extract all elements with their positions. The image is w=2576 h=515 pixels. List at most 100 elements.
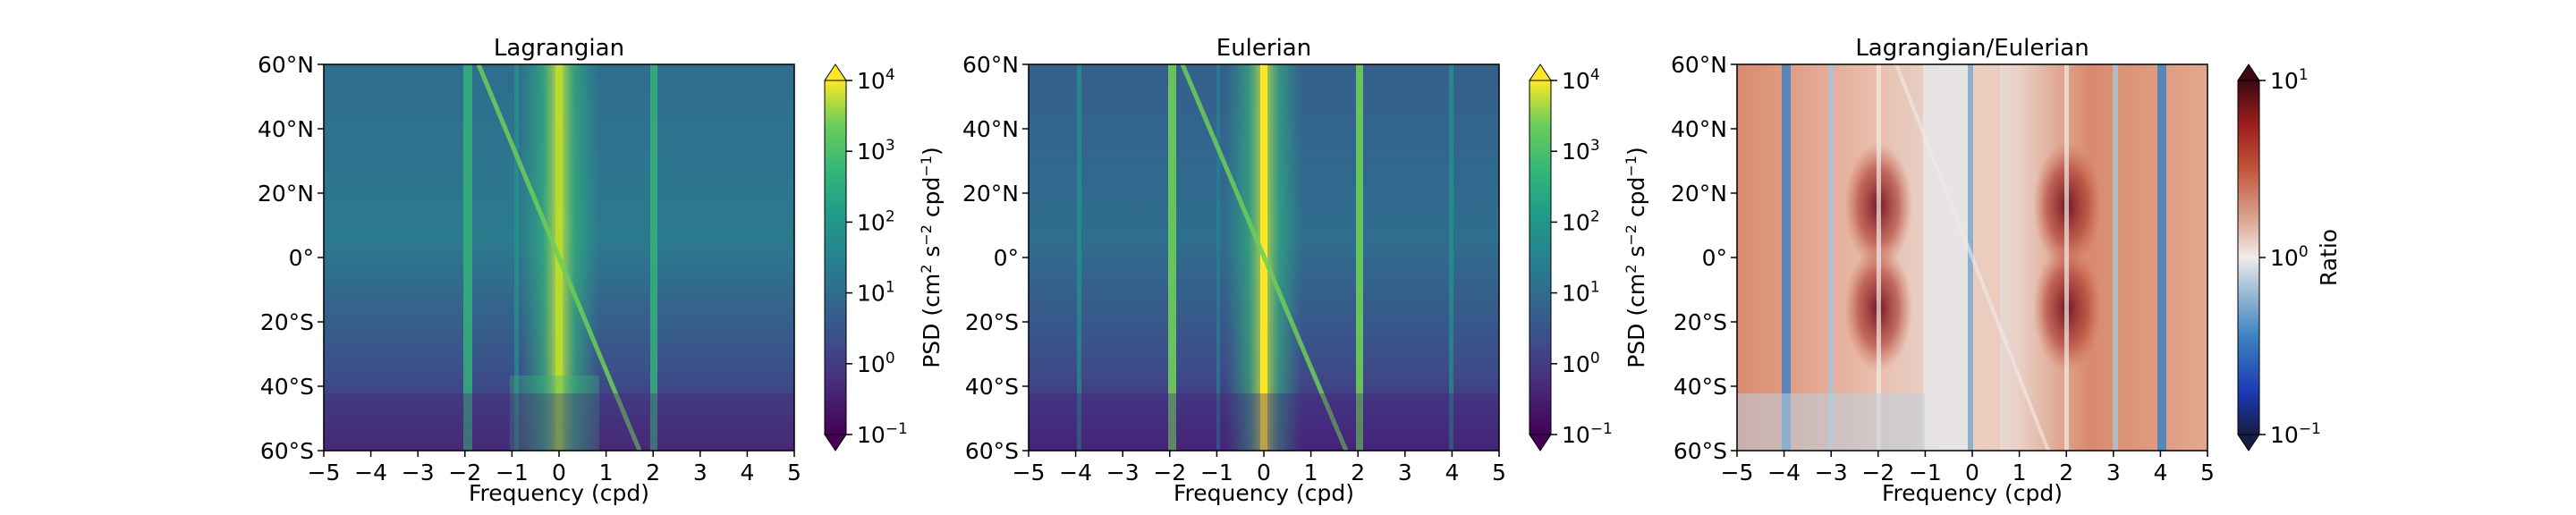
x-tick-label: 5 bbox=[787, 460, 801, 485]
colorbar-extend-bottom bbox=[1529, 434, 1552, 452]
x-tick-label: 4 bbox=[1445, 460, 1459, 485]
x-tick-label: −1 bbox=[1200, 460, 1233, 485]
colorbar-extend-bottom bbox=[2237, 434, 2260, 452]
y-tick-label: 0° bbox=[289, 245, 314, 271]
colorbar-extend-top bbox=[1529, 63, 1552, 81]
y-tick-label: 40°N bbox=[258, 116, 314, 142]
y-tick-label: 20°S bbox=[1674, 309, 1727, 335]
x-tick-label: 5 bbox=[1492, 460, 1506, 485]
colorbar-tick-label: 103 bbox=[1562, 137, 1600, 165]
heatmap-eulerian bbox=[1029, 64, 1499, 451]
y-ticks: 60°S 40°S 20°S 0° 20°N 40°N 60°N bbox=[1671, 52, 1737, 464]
x-ticks: −5 −4 −3 −2 −1 0 1 2 3 4 5 bbox=[1721, 451, 2215, 485]
x-tick-label: 3 bbox=[2106, 460, 2121, 485]
x-tick-label: −3 bbox=[1106, 460, 1140, 485]
x-tick-label: 3 bbox=[693, 460, 708, 485]
colorbar-extend-bottom bbox=[824, 434, 847, 452]
colorbar: 10−1 100 101 102 103 104 PSD (cm2 s−2 cpd−1) bbox=[824, 63, 945, 452]
y-tick-label: 20°N bbox=[962, 181, 1019, 207]
y-tick-label: 40°N bbox=[962, 116, 1019, 142]
y-ticks: 60°S 40°S 20°S 0° 20°N 40°N 60°N bbox=[962, 52, 1029, 464]
colorbar-gradient bbox=[1529, 80, 1552, 435]
colorbar-tick-label: 103 bbox=[857, 137, 895, 165]
panel-eulerian: Eulerian −5 −4 −3 −2 −1 0 1 2 3 4 5 60°S 40°S 20°S 0°… bbox=[962, 35, 1649, 506]
heatmap-lagrangian bbox=[324, 64, 794, 451]
x-tick-label: −1 bbox=[496, 460, 529, 485]
y-tick-label: 20°N bbox=[1671, 181, 1727, 207]
x-tick-label: −3 bbox=[1815, 460, 1848, 485]
colorbar-tick-label: 101 bbox=[857, 279, 895, 307]
colorbar-tick-label: 10−1 bbox=[2270, 420, 2321, 448]
panel-ratio: Lagrangian/Eulerian −5 −4 −3 −2 −1 0 1 2 3 4 5 60°… bbox=[1671, 35, 2342, 506]
x-tick-label: 0 bbox=[1257, 460, 1271, 485]
y-tick-label: 60°S bbox=[965, 438, 1019, 464]
y-tick-label: 60°N bbox=[1671, 52, 1727, 78]
colorbar-extend-top bbox=[2237, 63, 2260, 81]
x-tick-label: 1 bbox=[1304, 460, 1318, 485]
x-tick-label: 2 bbox=[1351, 460, 1365, 485]
y-tick-label: 60°S bbox=[1674, 438, 1727, 464]
x-tick-label: −2 bbox=[448, 460, 481, 485]
colorbar-tick-label: 100 bbox=[2270, 243, 2309, 271]
y-tick-label: 60°S bbox=[260, 438, 314, 464]
y-tick-label: 0° bbox=[994, 245, 1019, 271]
x-tick-label: −2 bbox=[1153, 460, 1186, 485]
x-tick-label: −5 bbox=[308, 460, 341, 485]
x-tick-label: −4 bbox=[1767, 460, 1801, 485]
x-tick-label: 4 bbox=[740, 460, 754, 485]
colorbar: 10−1 100 101 102 103 104 PSD (cm2 s−2 cpd−1) bbox=[1529, 63, 1649, 452]
x-tick-label: −4 bbox=[1059, 460, 1092, 485]
y-tick-label: 20°N bbox=[258, 181, 314, 207]
x-tick-label: −2 bbox=[1861, 460, 1894, 485]
colorbar-ticks: 10−1 100 101 bbox=[2259, 66, 2321, 448]
x-tick-label: 5 bbox=[2200, 460, 2215, 485]
y-tick-label: 20°S bbox=[260, 309, 314, 335]
y-tick-label: 40°S bbox=[1674, 374, 1727, 400]
colorbar-gradient bbox=[2237, 80, 2260, 435]
panel-title: Lagrangian/Eulerian bbox=[1855, 35, 2089, 62]
colorbar-tick-label: 104 bbox=[857, 66, 895, 94]
x-axis-label: Frequency (cpd) bbox=[469, 480, 649, 506]
y-tick-label: 0° bbox=[1702, 245, 1727, 271]
x-axis-label: Frequency (cpd) bbox=[1174, 480, 1354, 506]
colorbar-extend-top bbox=[824, 63, 847, 81]
x-tick-label: 4 bbox=[2153, 460, 2167, 485]
x-tick-label: −1 bbox=[1909, 460, 1942, 485]
y-tick-label: 40°N bbox=[1671, 116, 1727, 142]
colorbar-gradient bbox=[824, 80, 847, 435]
x-tick-label: 2 bbox=[646, 460, 660, 485]
colorbar: 10−1 100 101 Ratio bbox=[2237, 63, 2342, 452]
panel-lagrangian: Lagrangian −5 −4 −3 −2 −1 0 1 2 3 4 5 60°S 40°S 20°S… bbox=[258, 35, 945, 506]
colorbar-tick-label: 101 bbox=[1562, 279, 1600, 307]
colorbar-ticks: 10−1 100 101 102 103 104 bbox=[1551, 66, 1613, 448]
colorbar-tick-label: 102 bbox=[1562, 207, 1600, 235]
colorbar-label: PSD (cm2 s−2 cpd−1) bbox=[1623, 147, 1649, 368]
x-tick-label: −5 bbox=[1721, 460, 1754, 485]
panel-title: Eulerian bbox=[1216, 35, 1311, 62]
y-ticks: 60°S 40°S 20°S 0° 20°N 40°N 60°N bbox=[258, 52, 324, 464]
x-tick-label: −3 bbox=[402, 460, 435, 485]
y-tick-label: 20°S bbox=[965, 309, 1019, 335]
x-tick-label: −4 bbox=[354, 460, 387, 485]
colorbar-ticks: 10−1 100 101 102 103 104 bbox=[846, 66, 908, 448]
colorbar-tick-label: 101 bbox=[2270, 66, 2309, 94]
y-tick-label: 60°N bbox=[962, 52, 1019, 78]
colorbar-tick-label: 104 bbox=[1562, 66, 1600, 94]
panel-title: Lagrangian bbox=[494, 35, 624, 62]
x-tick-label: 3 bbox=[1398, 460, 1412, 485]
heatmap-ratio bbox=[1737, 64, 2207, 451]
colorbar-tick-label: 10−1 bbox=[1562, 420, 1613, 448]
y-tick-label: 40°S bbox=[260, 374, 314, 400]
x-tick-label: 0 bbox=[552, 460, 566, 485]
colorbar-label: Ratio bbox=[2316, 229, 2342, 286]
y-tick-label: 40°S bbox=[965, 374, 1019, 400]
x-tick-label: 0 bbox=[1965, 460, 1979, 485]
x-ticks: −5 −4 −3 −2 −1 0 1 2 3 4 5 bbox=[308, 451, 801, 485]
x-axis-label: Frequency (cpd) bbox=[1882, 480, 2063, 506]
colorbar-tick-label: 100 bbox=[1562, 350, 1600, 377]
y-tick-label: 60°N bbox=[258, 52, 314, 78]
x-tick-label: 2 bbox=[2059, 460, 2073, 485]
colorbar-tick-label: 10−1 bbox=[857, 420, 908, 448]
x-ticks: −5 −4 −3 −2 −1 0 1 2 3 4 5 bbox=[1013, 451, 1506, 485]
